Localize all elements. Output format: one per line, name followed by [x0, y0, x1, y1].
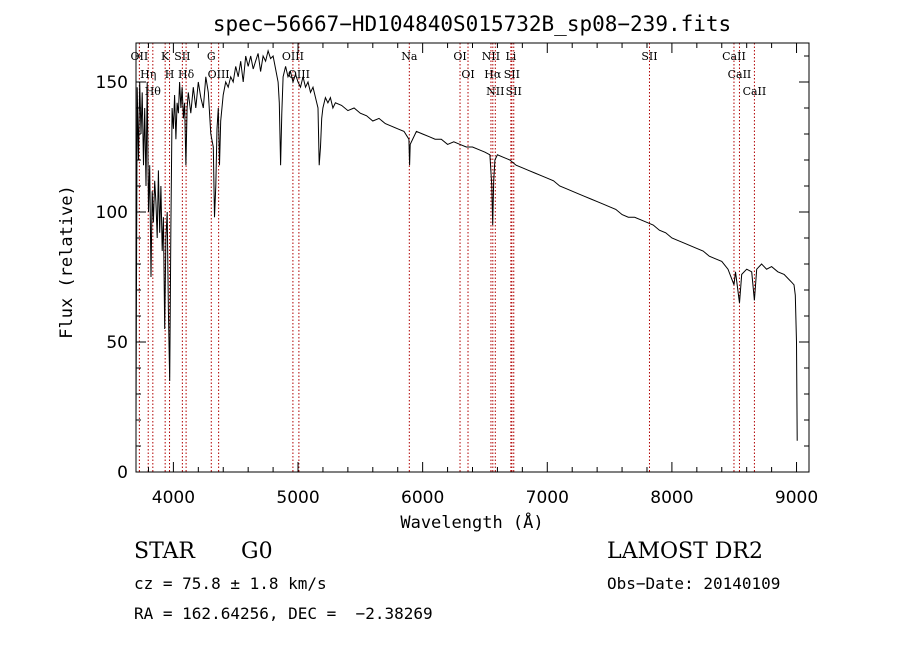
line-label: H — [165, 68, 175, 81]
line-label: OIII — [282, 50, 304, 63]
line-label: CaII — [722, 50, 746, 63]
line-label: Li — [505, 50, 516, 63]
line-label: Hα — [484, 68, 502, 81]
line-label: OIII — [288, 68, 310, 81]
line-label: OI — [461, 68, 474, 81]
x-axis: 4000 5000 6000 7000 8000 9000 — [147, 43, 818, 508]
line-label: SII — [174, 50, 190, 63]
y-tick-label: 50 — [106, 333, 128, 353]
line-label: CaII — [743, 85, 767, 98]
redshift-value: cz = 75.8 ± 1.8 km/s — [134, 574, 327, 593]
x-tick-label: 4000 — [152, 488, 195, 508]
object-class: STAR — [134, 539, 195, 564]
y-tick-label: 100 — [96, 203, 128, 223]
x-tick-label: 8000 — [650, 488, 693, 508]
line-label: K — [161, 50, 170, 63]
line-label: NII — [486, 85, 504, 98]
coordinates: RA = 162.64256, DEC = −2.38269 — [134, 604, 433, 623]
line-label: SII — [506, 85, 522, 98]
line-label: NII — [482, 50, 500, 63]
line-label: Na — [401, 50, 418, 63]
line-label: OIII — [208, 68, 230, 81]
line-label: OI — [453, 50, 466, 63]
line-label: Hθ — [145, 85, 162, 98]
x-tick-label: 6000 — [401, 488, 444, 508]
spectrum-line — [135, 48, 798, 441]
line-label: Hη — [140, 68, 156, 81]
line-label: CaII — [728, 68, 752, 81]
survey-name: LAMOST DR2 — [607, 539, 763, 564]
chart-title: spec−56667−HD104840S015732B_sp08−239.fit… — [213, 12, 731, 36]
line-label: SII — [641, 50, 657, 63]
y-tick-label: 0 — [117, 463, 128, 483]
line-label: SII — [504, 68, 520, 81]
plot-frame — [135, 42, 810, 473]
x-tick-label: 9000 — [775, 488, 818, 508]
object-subclass: G0 — [241, 539, 273, 564]
x-tick-label: 5000 — [276, 488, 319, 508]
x-tick-label: 7000 — [526, 488, 569, 508]
line-label: G — [207, 50, 216, 63]
spectral-line-markers — [138, 43, 755, 472]
observation-date: Obs−Date: 20140109 — [607, 574, 781, 593]
x-axis-label: Wavelength (Å) — [400, 511, 543, 533]
line-label: Hδ — [178, 68, 195, 81]
y-tick-label: 150 — [96, 73, 128, 93]
y-axis: 0 50 100 150 — [96, 55, 809, 483]
y-axis-label: Flux (relative) — [57, 185, 77, 339]
